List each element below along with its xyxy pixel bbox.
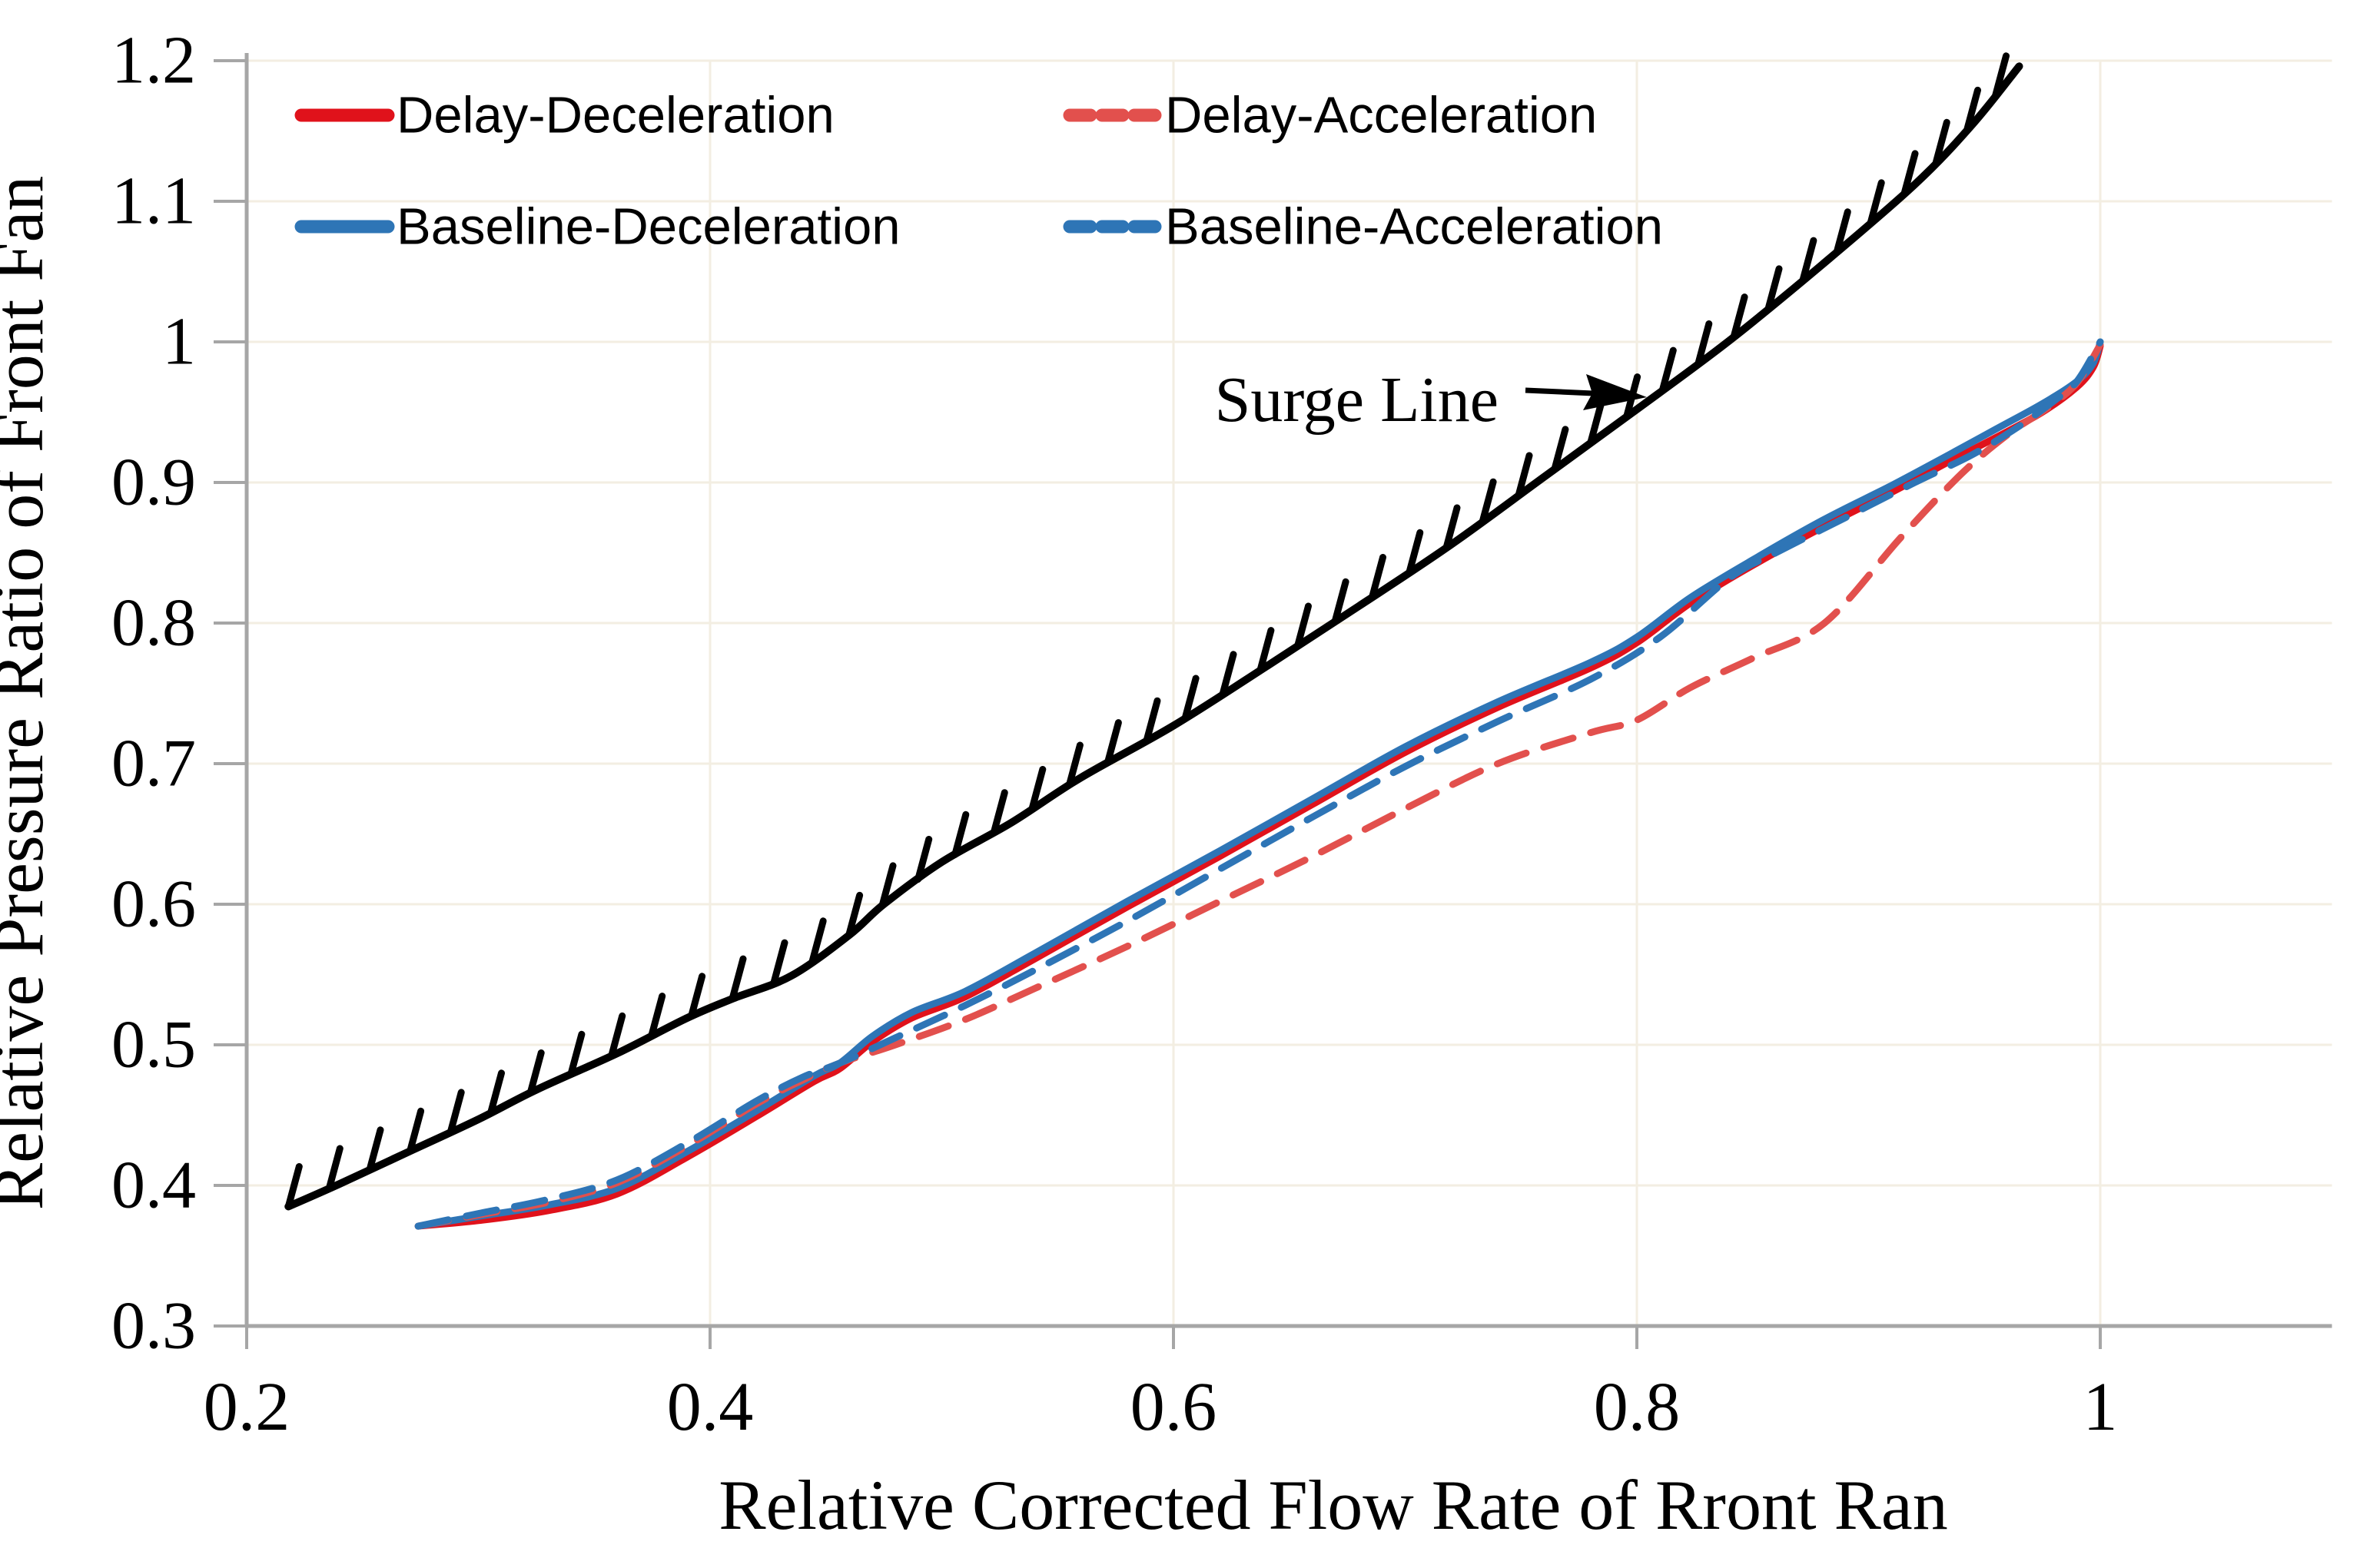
surge-hatch: [1028, 766, 1047, 813]
surge-hatch: [1867, 179, 1885, 227]
x-axis-title: Relative Corrected Flow Rate of Rront Ra…: [719, 1466, 1947, 1544]
surge-hatch: [567, 1030, 586, 1078]
surge-hatch: [1694, 320, 1713, 367]
surge-hatch: [914, 836, 933, 883]
surge-hatch: [1764, 265, 1783, 313]
surge-hatches: [284, 52, 2010, 1210]
surge-hatch: [1406, 529, 1424, 576]
surge-hatch: [1799, 237, 1817, 284]
y-tick-label-1.1: 1.1: [111, 164, 196, 239]
series-delay-acceleration: [414, 341, 2104, 1230]
surge-hatch: [1992, 52, 2010, 100]
surge-hatch: [1294, 602, 1312, 650]
surge-hatch: [878, 862, 897, 910]
x-tick-label-0.8: 0.8: [1594, 1369, 1681, 1445]
y-tick-label-0.3: 0.3: [111, 1289, 196, 1364]
y-tick-label-0.9: 0.9: [111, 446, 196, 520]
surge-hatch: [951, 811, 970, 858]
legend-label-baseline-deceleration: Baseline-Deceleration: [397, 198, 900, 256]
surge-hatch: [648, 993, 666, 1040]
surge-hatch: [325, 1145, 344, 1192]
y-tick-label-0.4: 0.4: [111, 1149, 196, 1223]
x-tick-label-1: 1: [2083, 1369, 2118, 1445]
y-tick-label-0.5: 0.5: [111, 1008, 196, 1082]
surge-hatch: [1369, 554, 1386, 601]
series-baseline-deceleration: [414, 338, 2104, 1230]
surge-line-group: [284, 52, 2023, 1211]
surge-hatch: [845, 891, 864, 939]
surge-line: [284, 62, 2023, 1211]
y-tick-label-0.7: 0.7: [111, 727, 196, 801]
surge-hatch: [770, 939, 788, 986]
legend-label-baseline-acceleration: Baseline-Acceleration: [1165, 198, 1663, 256]
surge-hatch: [1104, 719, 1122, 767]
y-tick-label-0.8: 0.8: [111, 586, 196, 661]
legend: Delay-Deceleration Delay-Acceleration Base…: [294, 87, 1663, 256]
surge-hatch: [1833, 208, 1851, 256]
surge-hatch: [407, 1107, 425, 1155]
surge-hatch: [366, 1126, 384, 1174]
x-tick-label-0.6: 0.6: [1130, 1369, 1217, 1445]
surge-hatch: [1515, 452, 1533, 499]
y-axis-title: Relative Pressure Ratio of Front Fan: [0, 176, 58, 1211]
surge-hatch: [526, 1049, 545, 1096]
surge-hatch: [446, 1089, 465, 1136]
surge-hatch: [1932, 118, 1950, 166]
surge-hatch: [1065, 741, 1084, 789]
surge-annotation-arrowhead: [1583, 374, 1647, 410]
surge-hatch: [1963, 86, 1981, 134]
x-tick-label-0.2: 0.2: [204, 1369, 290, 1445]
y-tick-label-1: 1: [162, 305, 196, 380]
legend-label-delay-deceleration: Delay-Deceleration: [397, 87, 835, 144]
surge-hatch: [688, 973, 706, 1020]
surge-hatch: [990, 789, 1008, 837]
surge-hatch: [1730, 293, 1748, 341]
y-tick-label-1.2: 1.2: [111, 24, 196, 98]
series-baseline-acceleration: [414, 338, 2104, 1230]
surge-hatch: [729, 955, 747, 1003]
surge-hatch: [1143, 697, 1161, 744]
series-delay-deceleration: [414, 343, 2104, 1230]
surge-hatch: [608, 1012, 626, 1059]
surge-hatch: [1479, 478, 1497, 525]
surge-hatch: [1219, 651, 1237, 698]
y-tick-label-0.6: 0.6: [111, 867, 196, 942]
surge-annotation-text: Surge Line: [1215, 364, 1499, 436]
surge-hatch: [1658, 346, 1677, 394]
gridlines: [247, 59, 2332, 1326]
surge-annotation: Surge Line: [1215, 364, 1647, 436]
surge-hatch: [808, 917, 827, 965]
surge-hatch: [1181, 675, 1200, 722]
surge-hatch: [284, 1163, 303, 1210]
legend-label-delay-acceleration: Delay-Acceleration: [1165, 87, 1597, 144]
surge-hatch: [487, 1069, 505, 1117]
data-series: [414, 338, 2104, 1230]
surge-hatch: [1442, 504, 1461, 552]
x-tick-label-0.4: 0.4: [667, 1369, 754, 1445]
tick-labels: 0.3 0.4 0.5 0.6 0.7 0.8 0.9 1 1.1 1.2 0.2 0.4 0.6 0.8…: [111, 24, 2118, 1446]
surge-hatch: [1900, 150, 1919, 197]
surge-hatch: [1587, 399, 1605, 447]
axes: [214, 53, 2332, 1349]
surge-hatch: [1256, 627, 1275, 675]
surge-hatch: [1551, 426, 1569, 473]
surge-hatch: [1331, 578, 1349, 625]
